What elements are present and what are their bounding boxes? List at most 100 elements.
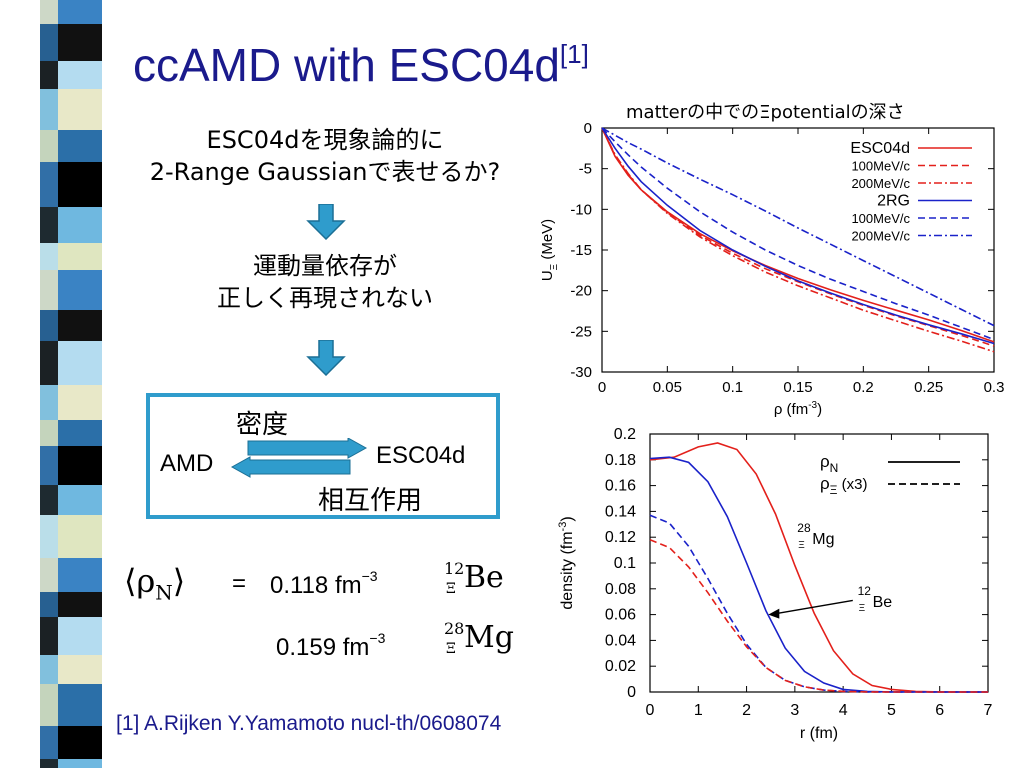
legend-label-sub: Ξ (830, 483, 838, 497)
strip-block (40, 759, 58, 768)
x-axis-label-exp: -3 (808, 400, 817, 411)
x-axis-label-close: ) (817, 401, 822, 418)
strip-block (40, 759, 102, 768)
x-axis-label: r (fm) (800, 725, 838, 742)
series-line (601, 127, 995, 345)
x-tick-label: 0.25 (914, 379, 943, 396)
strip-block (40, 341, 58, 385)
slide-title: ccAMD with ESC04d[1] (133, 38, 589, 92)
strip-block (40, 385, 58, 420)
x-tick-label: 0.1 (722, 379, 743, 396)
y-axis-label: UΞ (MeV) (539, 219, 560, 281)
exchange-arrows-icon (230, 438, 368, 478)
strip-block (40, 61, 58, 89)
title-text: ccAMD with ESC04d (133, 39, 560, 91)
x-tick-label: 0.3 (984, 379, 1005, 396)
y-tick-label: -30 (570, 364, 592, 381)
nucleus-mg-name: Mg (464, 620, 514, 655)
question-text: ESC04dを現象論的に 2-Range Gaussianで表せるか? (120, 124, 530, 188)
annotation-xi: Ξ (859, 603, 866, 614)
x-tick-label: 6 (935, 702, 944, 719)
y-tick-label: -10 (570, 201, 592, 218)
mean-density-symbol: ⟨ρN⟩ (124, 562, 185, 604)
value-mg-exp: −3 (369, 630, 386, 646)
y-tick-label: 0 (627, 684, 636, 701)
legend-label-suffix: (x3) (837, 476, 867, 493)
nucleus-mg-xi: Ξ (446, 641, 456, 657)
strip-block (40, 207, 58, 243)
x-tick-label: 0 (598, 379, 606, 396)
strip-block (40, 0, 58, 24)
y-tick-label: 0.02 (605, 658, 636, 675)
plot-frame (601, 127, 995, 373)
nucleus-mg-mass: 28 (444, 619, 465, 638)
legend-label: 100MeV/c (851, 159, 910, 174)
angle-close: ⟩ (172, 562, 186, 600)
potential-chart: 0 0.05 0.1 0.15 0.2 0.25 0.3 0 -5 -10 -15 -20 -25 -30… (539, 120, 1005, 418)
x-tick-label: 0 (646, 702, 655, 719)
strip-block (40, 558, 58, 592)
box-label-amd: AMD (160, 450, 214, 477)
strip-block (40, 310, 58, 341)
strip-block (40, 617, 58, 655)
nucleus-be-mass: 12 (444, 559, 465, 578)
strip-block (40, 270, 58, 310)
density-chart: 0 1 2 3 4 5 6 700.020.040.060.080.10.120.140.16… (557, 426, 993, 742)
y-tick-label: 0 (584, 120, 592, 137)
y-tick-label: 0.12 (605, 529, 636, 546)
answer-text: 運動量依存が 正しく再現されない (120, 250, 530, 314)
y-tick-label: 0.08 (605, 581, 636, 598)
title-reference: [1] (559, 39, 589, 69)
x-tick-label: 2 (742, 702, 751, 719)
series-line (601, 127, 995, 347)
strip-block (40, 162, 58, 207)
decorative-side-strip (40, 0, 102, 768)
y-axis-label-unit: (MeV) (539, 219, 556, 264)
strip-block (40, 655, 58, 684)
x-tick-label: 0.2 (853, 379, 874, 396)
strip-block (40, 446, 58, 485)
x-tick-label: 3 (790, 702, 799, 719)
y-axis-label: density (fm-3) (557, 516, 576, 609)
y-axis-label-sub: Ξ (549, 263, 560, 270)
y-tick-label: 0.2 (614, 426, 636, 443)
annotation-mass: 12 (858, 584, 872, 598)
box-label-esc04d: ESC04d (376, 442, 466, 469)
rho-subscript: N (155, 580, 173, 605)
relation-box (146, 393, 500, 519)
legend-label: 200MeV/c (851, 229, 910, 244)
series-line (649, 456, 988, 693)
y-axis-label-close: ) (559, 516, 576, 521)
nucleus-be-label: 12 Ξ Be (444, 559, 504, 597)
x-tick-label: 7 (984, 702, 993, 719)
plot-frame (649, 433, 989, 693)
legend-label: ρN (820, 452, 838, 475)
y-tick-label: 0.06 (605, 607, 636, 624)
legend-label: 100MeV/c (851, 211, 910, 226)
question-line-1: ESC04dを現象論的に (206, 126, 444, 154)
y-tick-label: 0.16 (605, 478, 636, 495)
legend-label: 200MeV/c (851, 176, 910, 191)
down-arrow-icon (306, 204, 346, 240)
density-value-mg: 0.159 fm−3 (276, 630, 385, 662)
y-tick-label: -20 (570, 283, 592, 300)
nucleus-mg-label: 28 Ξ Mg (444, 619, 514, 657)
down-arrow-icon (306, 340, 346, 376)
x-tick-label: 0.15 (783, 379, 812, 396)
x-tick-label: 4 (839, 702, 848, 719)
y-tick-label: 0.1 (614, 555, 636, 572)
y-tick-label: -25 (570, 323, 592, 340)
equals-sign: = (232, 570, 247, 597)
series-line (649, 442, 989, 693)
answer-line-2: 正しく再現されない (217, 284, 433, 312)
strip-block (40, 130, 58, 162)
annotation-name: Be (873, 594, 893, 611)
strip-block (40, 485, 58, 515)
x-tick-label: 0.05 (653, 379, 682, 396)
nucleus-be-name: Be (464, 560, 504, 595)
question-line-2: 2-Range Gaussianで表せるか? (149, 158, 501, 186)
box-label-density: 密度 (236, 410, 289, 440)
legend-label: ESC04d (850, 140, 910, 157)
annotation-arrow (776, 599, 853, 615)
series-line (649, 539, 988, 693)
